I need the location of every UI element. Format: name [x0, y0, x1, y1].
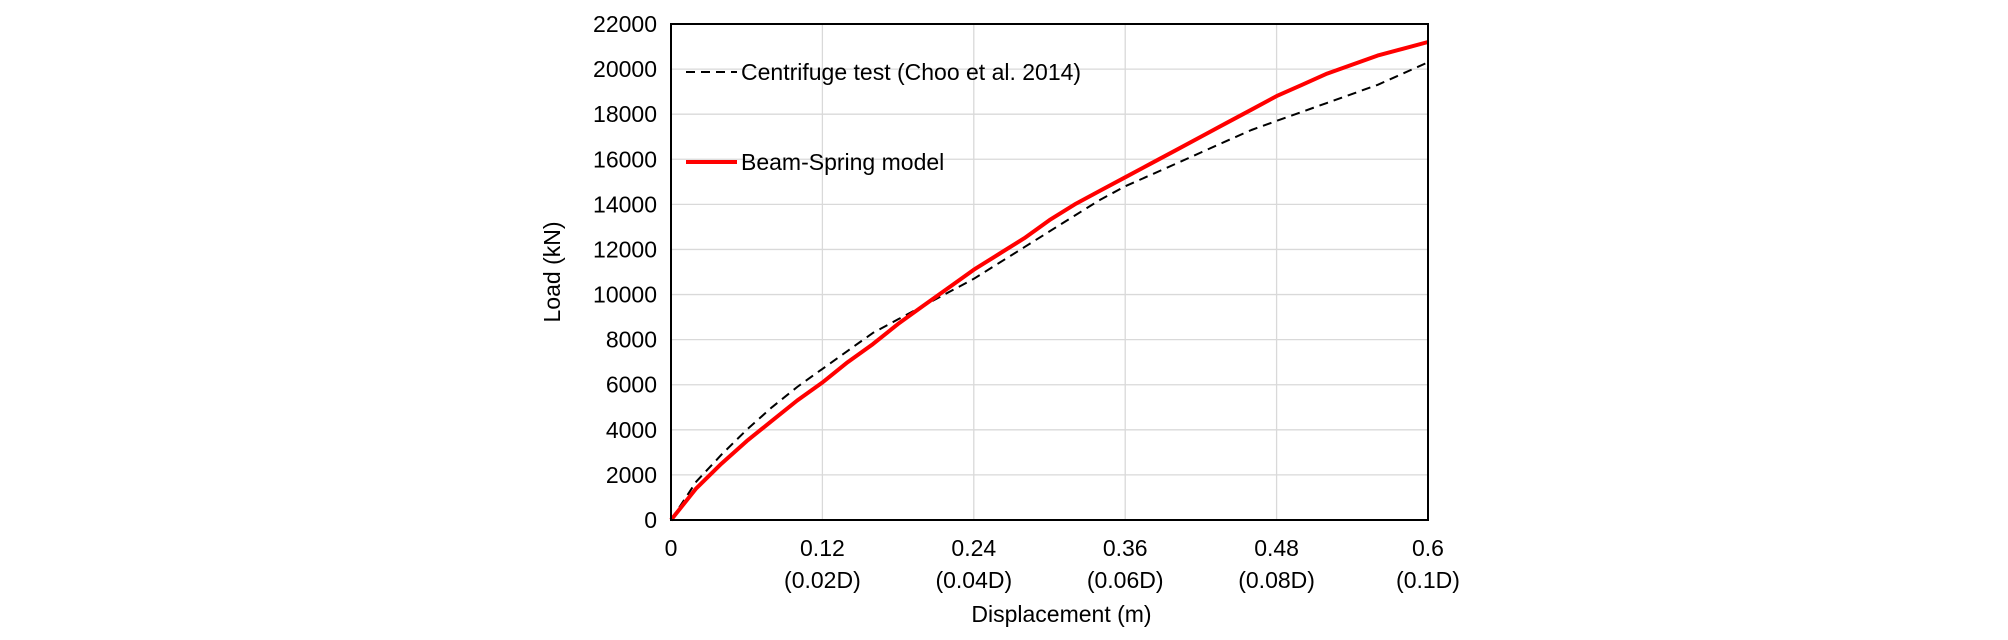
y-tick-label: 20000 — [593, 56, 657, 82]
x-tick-sublabel: (0.1D) — [1396, 567, 1460, 593]
legend: Centrifuge test (Choo et al. 2014) Beam-S… — [686, 59, 1081, 175]
x-tick-sublabel: (0.04D) — [935, 567, 1012, 593]
y-tick-label: 2000 — [606, 462, 657, 488]
y-tick-label: 18000 — [593, 101, 657, 127]
y-tick-label: 12000 — [593, 236, 657, 262]
y-tick-label: 10000 — [593, 282, 657, 308]
data-series — [669, 40, 1429, 522]
x-tick-sublabel: (0.06D) — [1087, 567, 1164, 593]
plot-area-border — [670, 23, 1429, 521]
y-tick-label: 4000 — [606, 417, 657, 443]
x-tick-label: 0.36 — [1103, 535, 1148, 561]
x-tick-label: 0.24 — [951, 535, 996, 561]
x-axis-ticks: 0 0.12 (0.02D) 0.24 (0.04D) 0.36 (0.06D) 0.48 (0… — [665, 535, 1460, 593]
y-tick-label: 22000 — [593, 11, 657, 37]
series-line-centrifuge-test — [670, 61, 1429, 521]
x-axis-title: Displacement (m) — [971, 601, 1151, 627]
y-tick-label: 0 — [644, 507, 657, 533]
series-line-beam-spring-model — [669, 40, 1429, 522]
y-tick-label: 8000 — [606, 327, 657, 353]
legend-label: Beam-Spring model — [741, 149, 944, 175]
y-tick-label: 6000 — [606, 372, 657, 398]
x-tick-sublabel: (0.08D) — [1238, 567, 1315, 593]
y-tick-label: 14000 — [593, 191, 657, 217]
y-axis-title: Load (kN) — [539, 222, 565, 323]
grid-lines — [670, 23, 1429, 521]
legend-label: Centrifuge test (Choo et al. 2014) — [741, 59, 1081, 85]
x-tick-sublabel: (0.02D) — [784, 567, 861, 593]
x-tick-label: 0.6 — [1412, 535, 1444, 561]
x-tick-label: 0.48 — [1254, 535, 1299, 561]
x-tick-label: 0 — [665, 535, 678, 561]
y-tick-label: 16000 — [593, 146, 657, 172]
y-axis-ticks: 0 2000 4000 6000 8000 10000 12000 14000 16000 180… — [593, 11, 657, 533]
x-tick-label: 0.12 — [800, 535, 845, 561]
